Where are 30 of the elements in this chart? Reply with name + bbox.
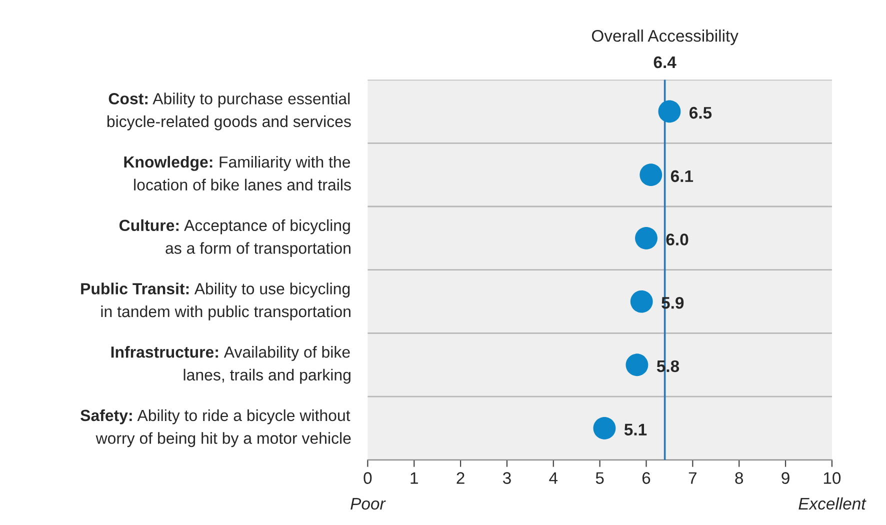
data-label: 5.1: [624, 424, 647, 436]
data-label: 6.0: [666, 234, 688, 246]
y-tick-label: Knowledge: Familiarity with the location of bike lanes and trails: [124, 156, 351, 191]
text: Poor: [350, 498, 386, 510]
text: Excellent: [798, 497, 866, 510]
x-tick-label: 9: [782, 472, 790, 484]
x-tick-label: 7: [688, 472, 696, 484]
x-tick-label: 1: [410, 472, 418, 484]
y-tick-label: Infrastructure: Availability of bike lanes, trails and parking: [111, 346, 350, 384]
x-tick-label: 6: [642, 472, 650, 484]
y-tick-label: Culture: Acceptance of bicycling as a form of transportation: [119, 219, 350, 258]
y-tick-label: Public Transit: Ability to use bicycling in tandem with public transportation: [81, 282, 350, 320]
x-tick-label: 5: [596, 472, 604, 484]
y-tick-label: Cost: Ability to purchase essential bicycle-related goods and services: [107, 92, 351, 130]
point: [658, 100, 681, 123]
data-label: 6.1: [670, 170, 694, 182]
x-tick-label: 3: [502, 472, 511, 484]
point: [630, 290, 653, 313]
ref-line-label: Overall Accessibility 6.4: [592, 30, 738, 68]
point: [640, 164, 662, 186]
y-tick-label: Safety: Ability to ride a bicycle without worry of being hit by a motor vehicle: [80, 409, 351, 448]
point: [593, 417, 616, 440]
x-tick-label: 4: [549, 472, 558, 484]
x-tick-label: 0: [364, 472, 372, 484]
point: [635, 226, 658, 250]
x-tick-label: 8: [735, 472, 744, 484]
x-tick-label: 10: [824, 472, 841, 484]
data-label: 6.5: [690, 106, 712, 119]
x-tick-label: 2: [456, 472, 464, 484]
point: [626, 354, 648, 376]
